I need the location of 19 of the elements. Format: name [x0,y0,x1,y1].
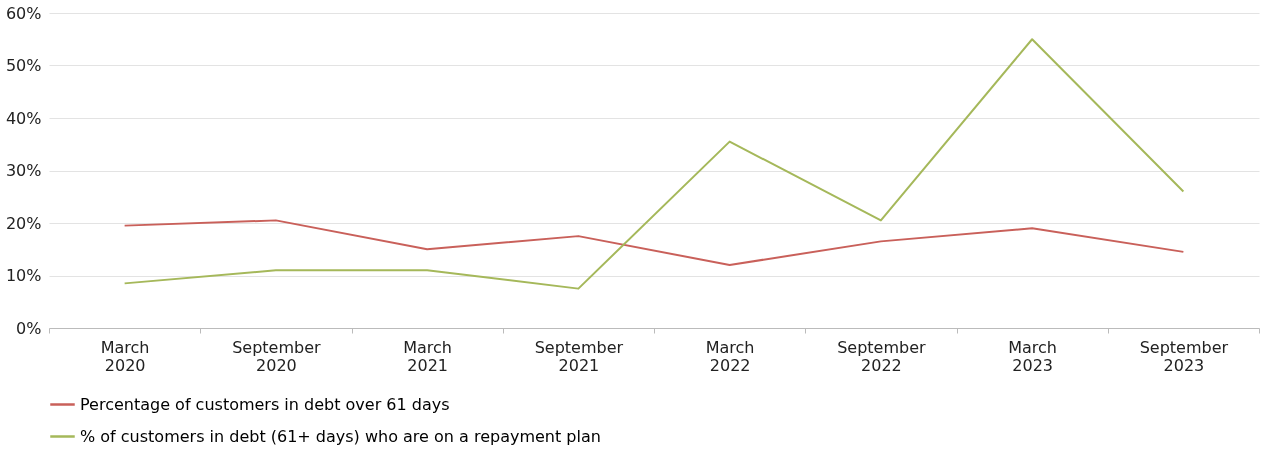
y-tick-label: 40% [5,108,42,128]
x-tick-label: March 2023 [1008,337,1058,375]
x-tick-label: September 2021 [534,337,624,375]
y-tick-label: 20% [5,213,42,233]
x-tick-label: March 2020 [100,337,150,375]
y-tick-label: 0% [16,318,42,338]
x-tick-label: September 2020 [232,337,322,375]
line-series [123,38,1185,290]
y-tick-label: 30% [5,161,42,180]
y-tick-label: 50% [5,56,42,75]
x-tick-label: March 2022 [705,337,755,375]
y-tick-label: 10% [5,266,42,285]
legend-label: Percentage of customers in debt over 61 days [80,394,450,414]
x-tick-label: September 2023 [1139,337,1229,375]
x-tick-label: March 2021 [403,337,453,375]
x-tick-label: September 2022 [837,337,927,375]
legend-label: % of customers in debt (61+ days) who are on a repayment plan [80,426,601,446]
line-series [123,219,1185,266]
y-tick-label: 60% [5,3,42,23]
